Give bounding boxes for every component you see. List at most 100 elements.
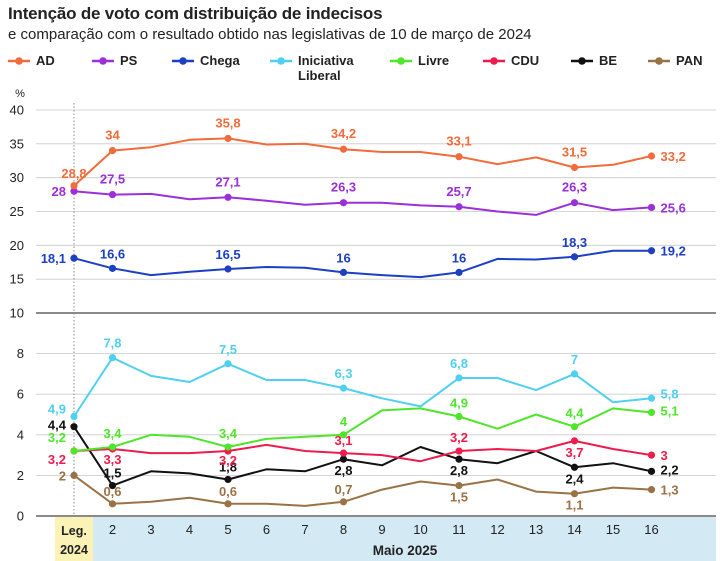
x-tick-label: 5: [224, 522, 231, 537]
x-tick-label: 7: [301, 522, 308, 537]
data-label-cdu: 3,2: [219, 453, 237, 468]
x-tick-label: 10: [413, 522, 427, 537]
y-axis-unit: %: [15, 88, 25, 100]
x-tick-label: 12: [490, 522, 504, 537]
data-point-livre: [647, 408, 656, 417]
data-point-be: [339, 455, 348, 463]
data-point-livre: [108, 443, 117, 451]
data-point-chega: [108, 264, 117, 272]
legend-label-ps: PS: [120, 53, 138, 68]
data-label-cdu: 3,1: [334, 433, 352, 448]
data-point-pan: [70, 471, 78, 479]
data-point-be: [570, 463, 579, 471]
chart-subtitle: e comparação com o resultado obtido nas …: [8, 26, 532, 43]
data-point-cdu: [339, 449, 348, 457]
data-label-be: 1,8: [219, 459, 237, 474]
series-be: [70, 423, 656, 490]
data-label-livre: 5,1: [661, 403, 679, 418]
data-point-be: [455, 455, 463, 463]
y-tick-lower: 6: [17, 387, 24, 402]
data-point-be: [70, 423, 78, 431]
legend-swatch-ps: [92, 57, 114, 65]
legend-label-il-line1: Iniciativa: [298, 53, 354, 68]
data-label-iniciativa-liberal: 6,8: [450, 356, 468, 371]
y-tick-upper: 30: [10, 170, 24, 185]
x-tick-label: 15: [606, 522, 620, 537]
x-tick-label: 3: [147, 522, 154, 537]
x-tick-label: 4: [186, 522, 193, 537]
data-label-pan: 0,6: [219, 484, 237, 499]
data-point-ps: [339, 199, 348, 207]
data-label-ad: 28,8: [61, 166, 86, 181]
legend-swatch-pan: [648, 57, 670, 65]
legend-swatch-chega: [172, 57, 194, 65]
data-point-ad: [70, 182, 78, 190]
data-label-chega: 16: [452, 250, 466, 265]
legend-label-ad: AD: [36, 53, 55, 68]
series-pan: [70, 471, 656, 508]
data-label-iniciativa-liberal: 5,8: [661, 386, 679, 401]
data-point-ad: [647, 152, 656, 160]
data-point-be: [224, 475, 232, 484]
data-point-cdu: [455, 447, 463, 455]
series-livre: [70, 407, 656, 455]
y-tick-upper: 10: [10, 306, 24, 321]
data-point-be: [108, 481, 117, 490]
y-tick-lower: 8: [17, 346, 24, 361]
data-point-iniciativa-liberal: [108, 354, 117, 362]
x-tick-label: 14: [567, 522, 581, 537]
data-label-pan: 1,1: [565, 498, 583, 513]
data-point-chega: [647, 247, 656, 255]
x-tick-label: 13: [529, 522, 543, 537]
legend-label-chega: Chega: [200, 53, 240, 68]
legend-swatch-cdu: [483, 57, 505, 65]
data-point-chega: [339, 268, 348, 276]
data-label-ad: 33,2: [661, 149, 686, 164]
data-label-ps: 27,5: [100, 172, 125, 187]
data-label-ad: 34: [105, 128, 120, 143]
data-label-pan: 0,6: [103, 484, 121, 499]
data-label-pan: 1,3: [661, 483, 679, 498]
data-point-ad: [339, 145, 348, 153]
data-label-ps: 25,6: [661, 200, 686, 215]
x-tick-label-leg-line2: 2024: [60, 543, 88, 557]
data-point-chega: [70, 254, 78, 262]
data-label-iniciativa-liberal: 6,3: [334, 366, 352, 381]
data-label-ad: 34,2: [331, 126, 356, 141]
data-point-livre: [570, 423, 579, 431]
data-label-iniciativa-liberal: 7,8: [103, 336, 121, 351]
series-line-pan: [73, 474, 652, 507]
x-tick-label: 16: [644, 522, 658, 537]
data-point-ad: [108, 147, 117, 155]
data-label-cdu: 3,7: [565, 445, 583, 460]
data-point-ps: [70, 187, 78, 195]
data-label-livre: 3,2: [48, 430, 66, 445]
x-tick-label: 9: [378, 522, 385, 537]
series-line-livre: [73, 407, 652, 452]
data-label-cdu: 3,3: [103, 452, 121, 467]
data-label-iniciativa-liberal: 7: [571, 352, 578, 367]
data-point-ps: [455, 203, 463, 211]
data-label-ad: 35,8: [215, 115, 240, 130]
data-point-iniciativa-liberal: [647, 394, 656, 402]
legend: AD PS Chega Iniciativa Liberal Livre CDU…: [8, 53, 724, 89]
data-point-pan: [108, 500, 117, 508]
data-label-cdu: 3,2: [450, 430, 468, 445]
series-line-be: [73, 426, 652, 487]
y-tick-upper: 40: [10, 103, 24, 118]
data-point-chega: [570, 253, 579, 261]
data-point-ps: [108, 190, 117, 199]
data-point-iniciativa-liberal: [455, 374, 463, 382]
data-point-pan: [455, 481, 463, 490]
series-chega: [70, 247, 656, 279]
y-tick-lower: 4: [17, 427, 24, 442]
legend-label-iniciativa-liberal: Iniciativa Liberal: [298, 53, 354, 83]
data-point-ad: [224, 134, 232, 143]
data-point-pan: [570, 490, 579, 498]
data-point-cdu: [647, 451, 656, 459]
data-label-livre: 4,4: [565, 406, 584, 421]
data-label-be: 1,5: [103, 466, 121, 481]
data-label-iniciativa-liberal: 4,9: [48, 402, 66, 417]
data-label-be: 2,2: [661, 462, 679, 477]
